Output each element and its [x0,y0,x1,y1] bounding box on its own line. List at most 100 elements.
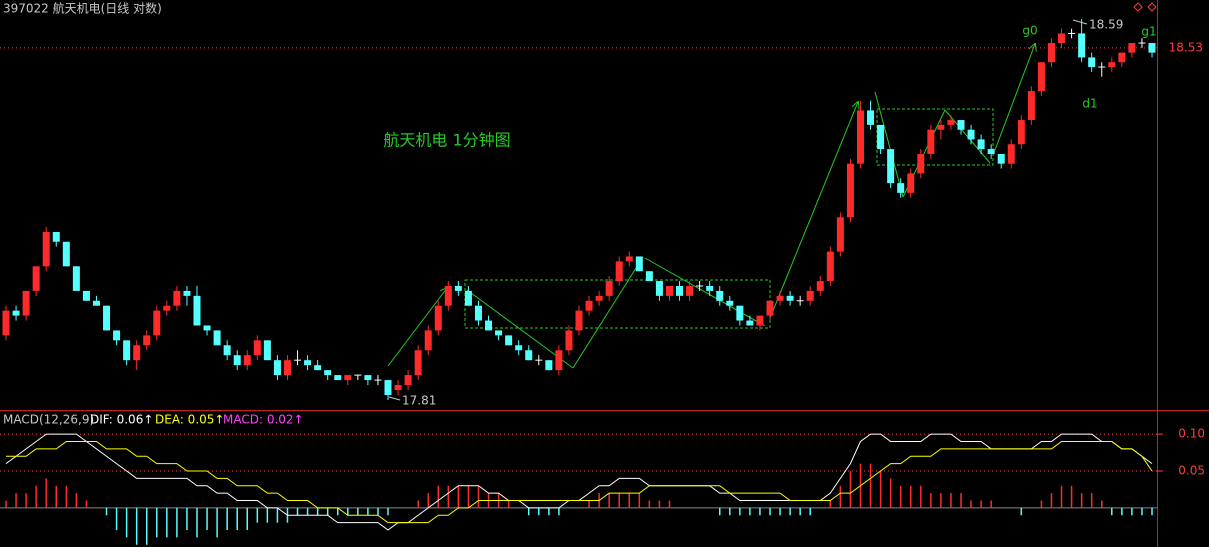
candle-body [324,370,332,376]
candle-body [716,290,724,301]
annotation: 航天机电 1分钟图 [383,131,510,150]
candle-body [957,120,965,130]
candle-body [283,360,291,376]
candle-body [1078,33,1086,58]
candle-body [615,261,623,282]
candle-body [62,241,70,267]
annotation: g1 [1141,25,1156,39]
candle-body [585,300,593,311]
candle-body [605,281,613,296]
candle-body [505,335,513,346]
candle-body [726,300,734,306]
candle-body [665,285,673,296]
icon [1133,2,1143,12]
icon [1147,2,1157,12]
candle-body [786,295,794,301]
candle-body [474,305,482,321]
legend-entry: DIF: 0.06↑ [90,413,153,427]
trend-drawings [387,44,1035,369]
candle-body [444,285,452,306]
candle-body [545,360,553,371]
macd-line [6,441,1153,524]
candle-body [404,375,412,386]
annotation: g0 [1022,24,1037,38]
candle-body [495,330,503,336]
candle-body [515,345,523,351]
candle-body [736,305,744,321]
candle-body [1128,43,1136,53]
candle-body [273,360,281,376]
annotation: 17.81 [402,394,436,408]
candle-body [193,295,201,326]
candle-body [253,340,261,356]
chart-title: 397022 航天机电(日线 对数) [3,1,162,16]
candle-body [655,281,663,296]
candle-body [243,355,251,366]
candle-body [816,281,824,291]
candle-body [344,375,352,381]
candle-body [977,139,985,150]
candle-body [153,310,161,336]
candle-body [213,330,221,346]
candle-body [2,310,10,336]
candle-body [846,163,854,218]
candle-body [856,110,864,164]
candle-body [676,285,684,296]
candle-body [897,183,905,193]
candle-body [203,325,211,331]
candle-body [163,305,171,311]
candle-body [143,335,151,346]
candle-body [334,375,342,381]
candle-body [82,290,90,301]
pointer [388,396,401,401]
candle-body [635,256,643,272]
candle-body [756,315,764,326]
candle-body [1047,43,1055,63]
candle-body [22,290,30,316]
candle-body [223,345,231,356]
candle-body [947,120,955,125]
candle-body [454,285,462,291]
candle-body [173,290,181,306]
candle-body [706,285,714,291]
candle-body [464,290,472,306]
candle-body [434,305,442,331]
y-tick-label: 0.10 [1178,427,1205,441]
candle-body [1058,33,1066,44]
candle-body [103,305,111,331]
candle-body [183,290,191,296]
candle-body [645,271,653,282]
candle-body [887,149,895,184]
candle-body [414,350,422,376]
candle-body [92,300,100,306]
candle-body [927,129,935,154]
candle-body [1017,120,1025,145]
candle-body [1037,62,1045,92]
candle-body [967,129,975,140]
candle-body [72,266,80,291]
candle-body [1027,91,1035,121]
candle-body [233,355,241,366]
candle-body [1108,62,1116,68]
candle-body [133,345,141,361]
indicator-title: MACD(12,26,9) [3,413,94,427]
candle-body [394,385,402,391]
candle-body [485,320,493,331]
candle-body [1148,43,1156,53]
candle-body [555,350,563,371]
candle-body [364,375,372,381]
candle-body [907,173,915,193]
candle-body [384,380,392,396]
candle-body [836,217,844,252]
legend-entry: MACD: 0.02↑ [223,413,304,427]
candle-body [525,350,533,361]
candle-body [826,251,834,282]
y-tick-label: 0.05 [1178,464,1205,478]
candle-body [304,360,312,366]
candle-body [867,110,875,125]
y-tick-label: 18.53 [1169,40,1203,54]
candle-body [123,340,131,361]
